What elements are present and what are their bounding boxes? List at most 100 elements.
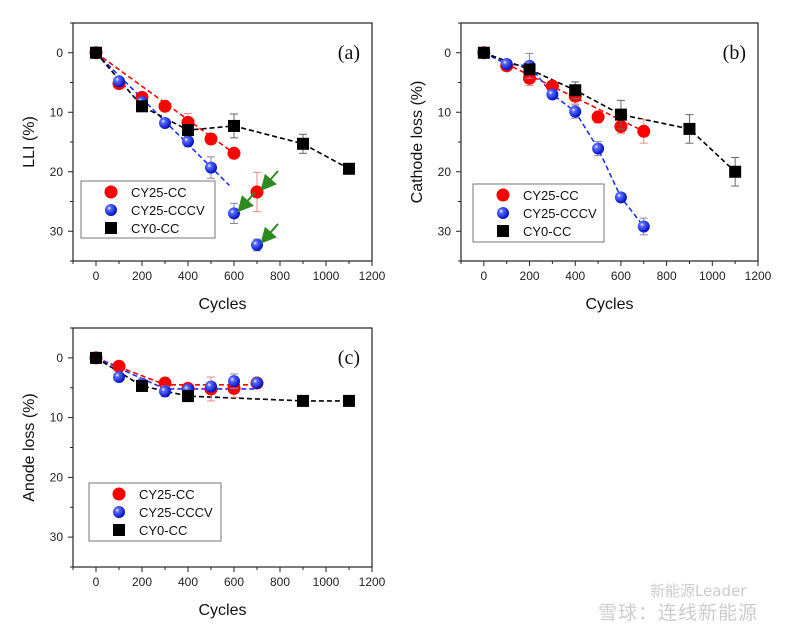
y-tick-label: 30 bbox=[438, 224, 452, 238]
data-point bbox=[251, 376, 263, 389]
legend-marker bbox=[497, 207, 509, 219]
x-tick-label: 600 bbox=[224, 575, 244, 589]
y-tick-label: 0 bbox=[444, 46, 451, 60]
data-point bbox=[113, 75, 125, 88]
x-tick-label: 400 bbox=[565, 269, 585, 283]
data-point bbox=[136, 100, 148, 113]
x-tick-label: 0 bbox=[481, 269, 488, 283]
legend-label: CY25-CCCV bbox=[523, 206, 597, 221]
data-point bbox=[159, 385, 171, 398]
y-tick-label: 20 bbox=[438, 165, 452, 179]
x-tick-label: 600 bbox=[224, 269, 244, 283]
y-tick-label: 10 bbox=[438, 105, 452, 119]
x-tick-label: 1200 bbox=[745, 269, 772, 283]
x-tick-label: 200 bbox=[132, 269, 152, 283]
data-point bbox=[614, 191, 627, 204]
data-point bbox=[227, 146, 241, 160]
panel-label: (a) bbox=[338, 42, 360, 64]
data-point bbox=[343, 394, 355, 407]
y-tick-label: 20 bbox=[50, 165, 64, 179]
x-tick-label: 1000 bbox=[313, 575, 340, 589]
legend-frame bbox=[88, 482, 222, 542]
legend: CY25-CC CY25-CCCV CY0-CC bbox=[88, 482, 222, 542]
data-point bbox=[158, 99, 172, 113]
data-point bbox=[569, 105, 582, 118]
data-point bbox=[343, 162, 355, 175]
data-point bbox=[545, 79, 559, 93]
panel-c: 0 200 400 600 800 1000 1200 0 10 20 30 Cycles Anode … bbox=[21, 327, 386, 619]
legend-label: CY25-CC bbox=[131, 185, 187, 200]
legend-marker bbox=[113, 506, 125, 518]
arrow-annotation bbox=[260, 170, 279, 191]
legend-marker bbox=[496, 188, 510, 202]
arrow-annotation bbox=[237, 191, 256, 213]
data-point bbox=[112, 359, 126, 373]
data-point bbox=[90, 46, 102, 59]
panel-b: 0 200 400 600 800 1000 1200 0 10 20 30 Cycles Cathod… bbox=[409, 22, 772, 313]
x-tick-label: 600 bbox=[611, 269, 631, 283]
data-point bbox=[477, 46, 490, 59]
legend: CY25-CC CY25-CCCV CY0-CC bbox=[472, 183, 605, 243]
panel-a: 0 200 400 600 800 1000 1200 0 10 20 30 Cycles LLI (%… bbox=[21, 22, 386, 313]
legend-frame bbox=[80, 180, 216, 239]
y-tick-label: 20 bbox=[50, 470, 64, 484]
y-axis-label: LLI (%) bbox=[21, 116, 38, 168]
legend-marker bbox=[497, 225, 509, 237]
x-tick-label: 1200 bbox=[359, 575, 386, 589]
x-tick-label: 800 bbox=[270, 575, 290, 589]
x-axis-label: Cycles bbox=[585, 296, 633, 313]
x-tick-label: 400 bbox=[178, 575, 198, 589]
x-tick-label: 0 bbox=[93, 269, 100, 283]
legend-label: CY25-CCCV bbox=[131, 203, 205, 218]
legend-label: CY25-CC bbox=[523, 188, 579, 203]
legend: CY25-CC CY25-CCCV CY0-CC bbox=[80, 180, 216, 239]
data-point bbox=[182, 390, 194, 403]
x-tick-label: 200 bbox=[520, 269, 540, 283]
legend-label: CY25-CCCV bbox=[139, 505, 213, 520]
x-tick-label: 800 bbox=[270, 269, 290, 283]
data-point bbox=[683, 122, 696, 135]
legend-marker bbox=[105, 222, 117, 234]
y-tick-label: 30 bbox=[50, 530, 64, 544]
arrow-annotation bbox=[260, 223, 279, 244]
panel-label: (c) bbox=[338, 347, 360, 369]
data-point bbox=[182, 124, 194, 137]
y-tick-label: 0 bbox=[56, 351, 63, 365]
x-tick-label: 1000 bbox=[313, 269, 340, 283]
y-axis-label: Cathode loss (%) bbox=[409, 81, 426, 204]
watermark: 新能源Leader bbox=[650, 582, 747, 600]
legend-marker bbox=[113, 524, 125, 536]
data-point bbox=[136, 379, 148, 392]
data-point bbox=[297, 394, 309, 407]
legend-marker bbox=[105, 204, 117, 216]
data-point bbox=[729, 165, 742, 178]
x-tick-label: 1000 bbox=[699, 269, 726, 283]
data-point bbox=[546, 88, 559, 101]
data-point bbox=[614, 108, 627, 121]
series-line bbox=[95, 52, 235, 154]
legend-label: CY0-CC bbox=[523, 224, 571, 239]
data-point bbox=[297, 137, 309, 150]
y-tick-label: 10 bbox=[50, 411, 64, 425]
data-point bbox=[113, 370, 125, 383]
x-tick-label: 400 bbox=[178, 269, 198, 283]
data-point bbox=[637, 124, 651, 138]
x-tick-label: 200 bbox=[132, 575, 152, 589]
y-tick-label: 0 bbox=[56, 46, 63, 60]
x-axis-label: Cycles bbox=[198, 296, 246, 313]
legend-frame bbox=[472, 183, 605, 243]
data-point bbox=[523, 63, 536, 76]
panel-label: (b) bbox=[723, 42, 746, 64]
data-point bbox=[637, 220, 650, 233]
data-point bbox=[228, 119, 240, 132]
legend-label: CY0-CC bbox=[131, 221, 179, 236]
data-point bbox=[205, 161, 217, 174]
x-tick-label: 1200 bbox=[359, 269, 386, 283]
legend-label: CY25-CC bbox=[139, 487, 195, 502]
watermark-line2: 雪球：连线新能源 bbox=[598, 602, 759, 624]
data-point bbox=[90, 351, 102, 364]
data-point bbox=[569, 84, 582, 97]
data-point bbox=[500, 58, 513, 71]
legend-label: CY0-CC bbox=[139, 523, 187, 538]
